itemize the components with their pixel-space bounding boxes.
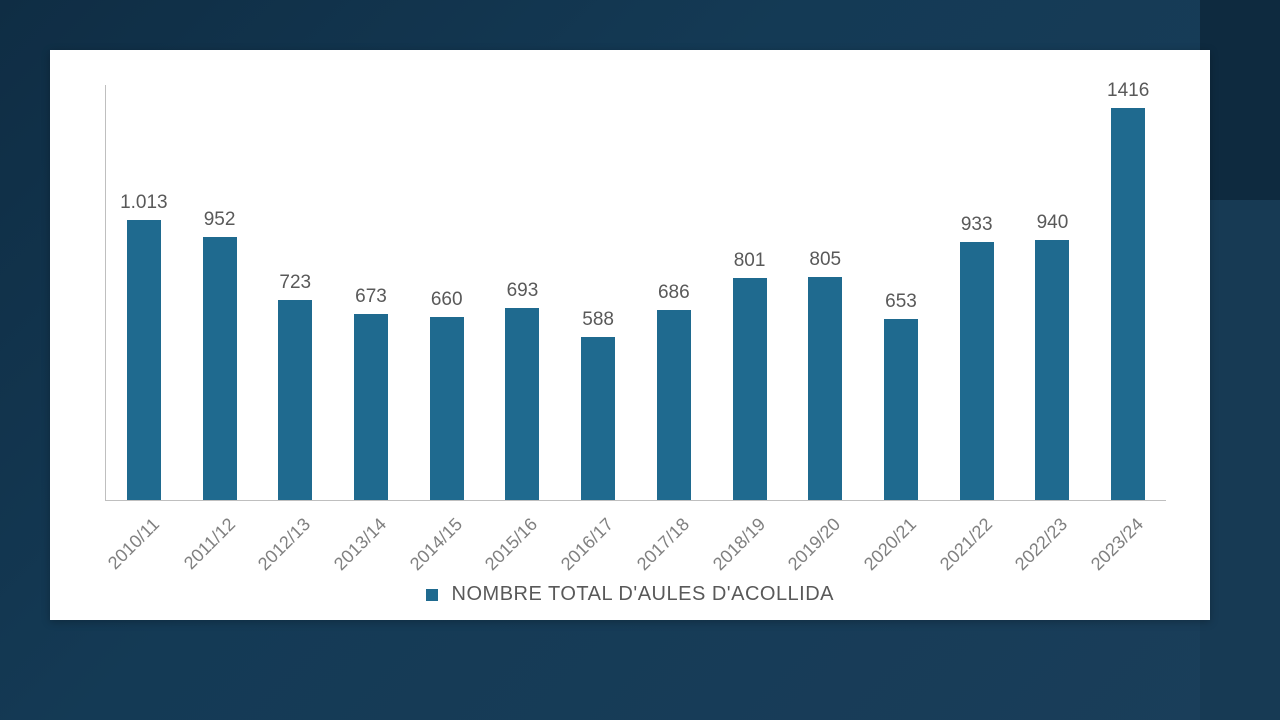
bar	[581, 337, 615, 500]
bar	[733, 278, 767, 500]
bar	[1111, 108, 1145, 500]
bar	[657, 310, 691, 500]
bar-value-label: 1416	[1093, 80, 1163, 102]
bar	[808, 277, 842, 500]
bar	[884, 319, 918, 500]
bar	[1035, 240, 1069, 500]
bar	[354, 314, 388, 500]
x-axis-label: 2019/20	[784, 514, 845, 575]
bg-panel-top-right	[1200, 0, 1280, 200]
legend-swatch	[426, 589, 438, 601]
bar-value-label: 940	[1017, 212, 1087, 234]
bar	[127, 220, 161, 500]
bar-value-label: 1.013	[109, 192, 179, 214]
bar-value-label: 588	[563, 309, 633, 331]
bar-value-label: 805	[790, 249, 860, 271]
bg-panel-bottom-right	[1200, 200, 1280, 720]
x-axis-label: 2018/19	[709, 514, 770, 575]
x-axis-label: 2023/24	[1087, 514, 1148, 575]
x-axis-label: 2021/22	[936, 514, 997, 575]
bar-value-label: 673	[336, 286, 406, 308]
bar-value-label: 686	[639, 282, 709, 304]
x-axis-label: 2014/15	[406, 514, 467, 575]
x-axis-label: 2020/21	[860, 514, 921, 575]
x-axis-label: 2022/23	[1011, 514, 1072, 575]
bar	[430, 317, 464, 500]
legend-label: NOMBRE TOTAL D'AULES D'ACOLLIDA	[452, 583, 835, 605]
x-axis-label: 2017/18	[633, 514, 694, 575]
bar-value-label: 660	[412, 289, 482, 311]
x-axis-label: 2015/16	[481, 514, 542, 575]
x-axis-label: 2012/13	[254, 514, 315, 575]
x-axis-label: 2010/11	[104, 514, 164, 574]
x-axis-label: 2011/12	[179, 514, 239, 574]
bar-value-label: 723	[260, 272, 330, 294]
x-axis-label: 2016/17	[557, 514, 618, 575]
x-axis-label: 2013/14	[330, 514, 391, 575]
bar-value-label: 693	[487, 280, 557, 302]
bar	[203, 237, 237, 500]
bar-chart-plot: 1.013 952 723 673 660693 588 686 801805 653 93394…	[105, 85, 1166, 501]
bar-value-label: 653	[866, 291, 936, 313]
bar	[505, 308, 539, 500]
bar	[960, 242, 994, 500]
bar-value-label: 801	[715, 250, 785, 272]
bar-value-label: 952	[185, 209, 255, 231]
bar-value-label: 933	[942, 214, 1012, 236]
bar	[278, 300, 312, 500]
chart-card: 1.013 952 723 673 660693 588 686 801805 653 93394…	[50, 50, 1210, 620]
chart-legend: NOMBRE TOTAL D'AULES D'ACOLLIDA	[50, 583, 1210, 606]
page-background: 1.013 952 723 673 660693 588 686 801805 653 93394…	[0, 0, 1280, 720]
